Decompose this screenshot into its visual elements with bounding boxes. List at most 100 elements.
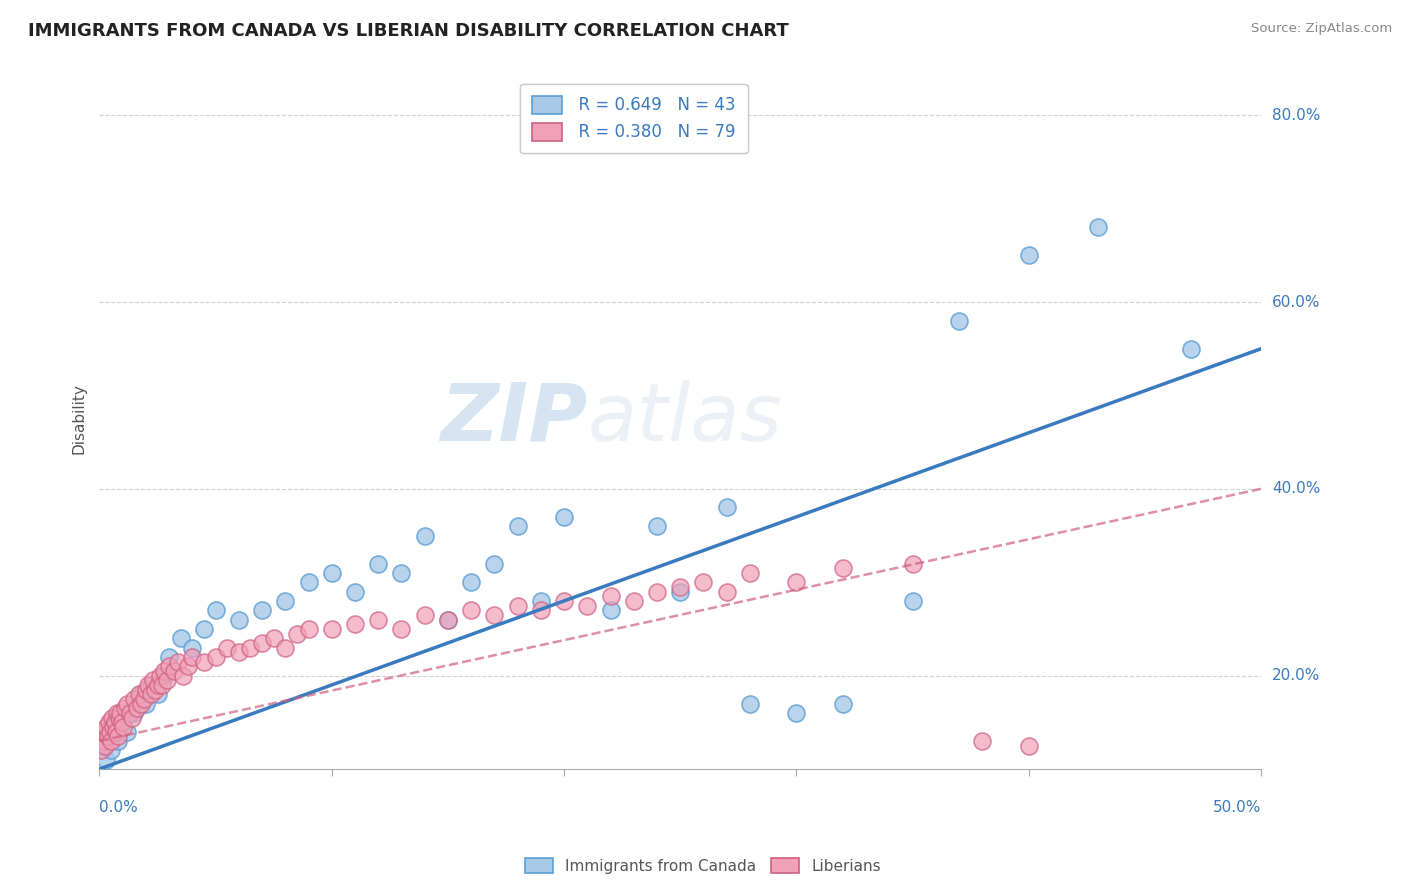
Point — [1018, 248, 1040, 262]
Point — [181, 649, 204, 664]
Point — [170, 632, 193, 646]
Point — [90, 743, 112, 757]
Point — [100, 734, 122, 748]
Y-axis label: Disability: Disability — [72, 384, 86, 454]
Point — [738, 697, 761, 711]
Point — [484, 557, 506, 571]
Point — [413, 607, 436, 622]
Point — [716, 500, 738, 515]
Point — [128, 687, 150, 701]
Point — [831, 561, 853, 575]
Text: 20.0%: 20.0% — [1272, 668, 1320, 683]
Text: 50.0%: 50.0% — [1213, 799, 1261, 814]
Point — [97, 729, 120, 743]
Point — [172, 668, 194, 682]
Point — [343, 617, 366, 632]
Point — [110, 715, 132, 730]
Point — [181, 640, 204, 655]
Legend:   R = 0.649   N = 43,   R = 0.380   N = 79: R = 0.649 N = 43, R = 0.380 N = 79 — [520, 84, 748, 153]
Point — [484, 607, 506, 622]
Point — [321, 622, 343, 636]
Point — [110, 706, 132, 720]
Point — [97, 715, 120, 730]
Point — [132, 692, 155, 706]
Point — [204, 649, 226, 664]
Point — [239, 640, 262, 655]
Text: Source: ZipAtlas.com: Source: ZipAtlas.com — [1251, 22, 1392, 36]
Point — [716, 584, 738, 599]
Point — [193, 622, 215, 636]
Point — [93, 724, 115, 739]
Point — [117, 697, 139, 711]
Point — [321, 566, 343, 580]
Point — [391, 622, 413, 636]
Point — [460, 575, 482, 590]
Point — [645, 519, 668, 533]
Point — [91, 734, 114, 748]
Point — [103, 720, 125, 734]
Point — [1087, 220, 1109, 235]
Point — [142, 673, 165, 688]
Point — [107, 729, 129, 743]
Point — [948, 314, 970, 328]
Point — [124, 706, 146, 720]
Point — [105, 706, 128, 720]
Point — [437, 613, 460, 627]
Text: IMMIGRANTS FROM CANADA VS LIBERIAN DISABILITY CORRELATION CHART: IMMIGRANTS FROM CANADA VS LIBERIAN DISAB… — [28, 22, 789, 40]
Point — [139, 687, 162, 701]
Point — [413, 528, 436, 542]
Point — [553, 509, 575, 524]
Point — [100, 743, 122, 757]
Point — [250, 636, 273, 650]
Point — [177, 659, 200, 673]
Text: 80.0%: 80.0% — [1272, 108, 1320, 123]
Point — [391, 566, 413, 580]
Point — [157, 659, 180, 673]
Text: atlas: atlas — [588, 380, 782, 458]
Point — [437, 613, 460, 627]
Point — [90, 729, 112, 743]
Point — [124, 692, 146, 706]
Legend: Immigrants from Canada, Liberians: Immigrants from Canada, Liberians — [519, 852, 887, 880]
Text: 40.0%: 40.0% — [1272, 482, 1320, 496]
Point — [669, 580, 692, 594]
Point — [111, 720, 134, 734]
Point — [343, 584, 366, 599]
Point — [118, 706, 141, 720]
Point — [96, 753, 118, 767]
Point — [738, 566, 761, 580]
Point — [599, 603, 621, 617]
Point — [156, 673, 179, 688]
Text: ZIP: ZIP — [440, 380, 588, 458]
Point — [135, 682, 157, 697]
Point — [146, 678, 169, 692]
Point — [785, 706, 807, 720]
Point — [107, 734, 129, 748]
Point — [125, 701, 148, 715]
Point — [108, 711, 131, 725]
Point — [217, 640, 239, 655]
Point — [274, 640, 297, 655]
Point — [135, 697, 157, 711]
Point — [129, 687, 152, 701]
Text: 0.0%: 0.0% — [100, 799, 138, 814]
Point — [94, 739, 117, 753]
Point — [901, 557, 924, 571]
Point — [1018, 739, 1040, 753]
Point — [228, 645, 250, 659]
Point — [129, 697, 152, 711]
Point — [274, 594, 297, 608]
Point — [101, 711, 124, 725]
Point — [367, 613, 389, 627]
Point — [645, 584, 668, 599]
Point — [104, 724, 127, 739]
Point — [114, 701, 136, 715]
Point — [297, 622, 319, 636]
Point — [530, 594, 553, 608]
Point — [143, 682, 166, 697]
Point — [297, 575, 319, 590]
Point — [103, 715, 125, 730]
Point — [1180, 342, 1202, 356]
Point — [599, 589, 621, 603]
Point — [263, 632, 285, 646]
